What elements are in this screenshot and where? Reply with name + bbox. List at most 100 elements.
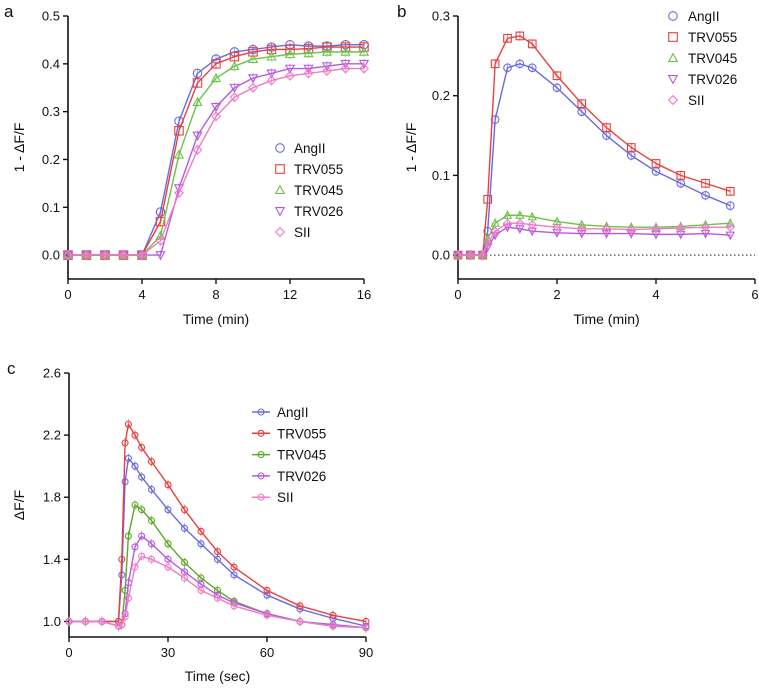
data-point	[527, 63, 537, 73]
data-point	[701, 190, 710, 200]
series-trv026	[62, 58, 370, 261]
y-tick-label: 0.2	[432, 88, 450, 103]
x-axis-title: Time (sec)	[185, 668, 251, 684]
data-point	[213, 548, 222, 556]
y-axis-title: 1 - ΔF/F	[11, 123, 27, 173]
data-point	[303, 47, 314, 58]
y-tick-label: 0.2	[42, 152, 60, 167]
series-sii	[65, 551, 370, 633]
data-point	[601, 224, 612, 234]
data-point	[322, 66, 332, 76]
y-tick-label: 1.0	[43, 614, 61, 629]
x-tick-label: 6	[751, 287, 758, 302]
legend-label: TRV026	[294, 204, 343, 219]
legend-label: TRV026	[277, 469, 326, 484]
legend-marker-trv026	[257, 472, 265, 480]
legend-label: TRV045	[277, 448, 326, 463]
data-point	[303, 64, 314, 74]
data-point	[180, 506, 189, 514]
data-point	[121, 613, 129, 621]
legend-marker-trv055	[257, 429, 265, 437]
data-point	[81, 250, 92, 261]
data-point	[362, 624, 370, 632]
x-tick-label: 0	[65, 645, 72, 660]
data-point	[138, 532, 146, 540]
data-point	[197, 527, 205, 535]
data-point	[552, 71, 562, 81]
legend-marker-trv055	[275, 164, 285, 174]
data-point	[285, 70, 295, 81]
data-point	[263, 611, 271, 619]
data-point	[211, 59, 221, 69]
data-point	[197, 540, 205, 548]
data-point	[515, 31, 525, 41]
data-point	[147, 516, 156, 525]
y-tick-label: 2.6	[43, 366, 61, 381]
data-point	[502, 218, 513, 228]
series-sii	[63, 63, 369, 261]
data-point	[626, 143, 636, 152]
data-point	[651, 224, 661, 234]
data-point	[131, 501, 139, 509]
data-point	[192, 144, 203, 155]
data-point	[174, 126, 184, 136]
data-point	[503, 33, 512, 43]
panel-label-a: a	[4, 2, 14, 21]
y-tick-label: 0.0	[432, 248, 450, 263]
series-trv026	[65, 531, 370, 633]
data-point	[210, 102, 222, 113]
data-point	[124, 420, 132, 428]
data-point	[701, 179, 710, 188]
legend-label: TRV055	[688, 30, 737, 45]
data-point	[131, 431, 139, 439]
data-point	[321, 62, 333, 72]
data-point	[100, 250, 110, 261]
legend-marker-trv045	[667, 52, 679, 62]
y-tick-label: 1.4	[43, 552, 61, 567]
data-point	[131, 563, 139, 571]
legend-label: AngII	[294, 141, 326, 156]
data-point	[453, 250, 463, 260]
x-tick-label: 60	[260, 645, 274, 660]
data-point	[131, 462, 139, 470]
series-sii	[453, 218, 735, 261]
legend-marker-trv026	[274, 207, 286, 217]
data-point	[211, 111, 221, 122]
legend-marker-trv026	[667, 75, 679, 85]
data-point	[266, 69, 277, 79]
data-point	[515, 218, 525, 228]
data-point	[124, 454, 132, 462]
y-tick-label: 2.2	[43, 428, 61, 443]
panel-b-chart: 0.0 0.1 0.2 0.3 0 2 4 6 Time (min) 1 - ΔF/F AngII T…	[403, 9, 759, 328]
panel-label-c: c	[7, 359, 16, 378]
data-point	[155, 216, 166, 227]
data-point	[359, 63, 369, 74]
data-point	[138, 443, 146, 452]
data-point	[164, 506, 172, 514]
x-tick-label: 90	[359, 645, 373, 660]
data-point	[229, 83, 240, 94]
x-tick-label: 30	[161, 645, 175, 660]
data-point	[155, 235, 166, 246]
fit-line	[458, 63, 731, 256]
x-tick-label: 0	[64, 287, 71, 302]
y-tick-label: 0.4	[42, 56, 60, 71]
data-point	[296, 617, 304, 626]
data-point	[229, 92, 240, 103]
x-tick-label: 16	[357, 287, 371, 302]
data-point	[248, 82, 258, 93]
y-tick-label: 0.1	[42, 200, 60, 215]
data-point	[700, 222, 711, 232]
x-tick-label: 4	[652, 287, 659, 302]
legend-marker-sii	[257, 493, 265, 501]
data-point	[174, 187, 184, 198]
data-point	[65, 617, 73, 626]
data-point	[192, 96, 203, 106]
data-point	[296, 602, 304, 610]
data-point	[329, 611, 337, 619]
data-point	[247, 74, 259, 84]
x-tick-label: 0	[454, 287, 461, 302]
data-point	[81, 617, 90, 626]
y-tick-label: 0.0	[42, 248, 60, 263]
data-point	[303, 68, 314, 79]
